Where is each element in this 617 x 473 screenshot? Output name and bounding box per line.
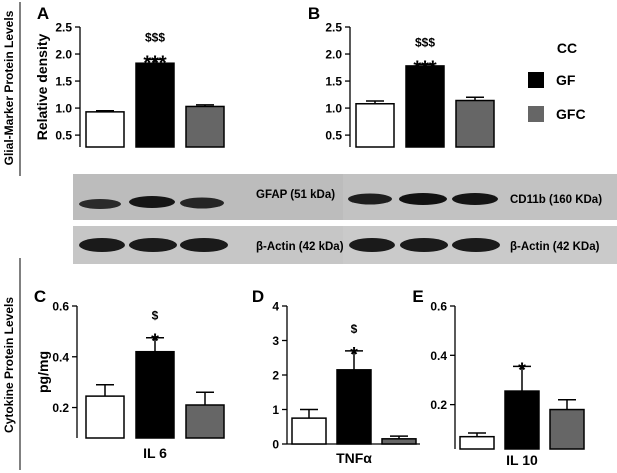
blot-b-cd11b-band-cc (348, 193, 392, 205)
panel-d: D 0 1 2 3 4 $ * TNFα (252, 287, 420, 466)
panel-e: E 0.2 0.4 0.6 * IL 10 (412, 287, 585, 468)
y-tick-label-d-1: 1 (272, 403, 279, 417)
blot-a-control-label: β-Actin (42 kDa) (256, 241, 344, 253)
x-axis-label-c: IL 6 (143, 445, 167, 461)
bar-c-cc (85, 395, 125, 439)
y-tick-label-a-4: 2.5 (55, 21, 72, 35)
bar-a-gf (135, 62, 175, 148)
y-tick-label-d-2: 2 (272, 369, 279, 383)
blot-a-gfap-strip (73, 174, 348, 220)
blot-b-control-label: β-Actin (42 KDa) (510, 241, 600, 253)
legend-title: CC (557, 40, 577, 56)
legend-label-gfc: GFC (556, 106, 586, 122)
panel-letter-b: B (308, 4, 320, 23)
significance-a-0-0: $$$ (145, 30, 165, 44)
western-blots: GFAP (51 kDa) β-Actin (42 kDa) CD11b (16… (73, 174, 617, 264)
y-tick-label-a-0: 0.5 (55, 129, 72, 143)
y-tick-label-d-0: 0 (272, 438, 279, 452)
panel-a: A 0.5 1.0 1.5 2.0 2.5 Relative density $$$ *** (34, 4, 225, 148)
significance-d-0-1: * (350, 344, 358, 366)
blot-a-actin-band-gf (129, 238, 177, 252)
blot-a-gfap-band-gfc (180, 197, 224, 209)
y-tick-label-b-0: 0.5 (325, 129, 342, 143)
bar-e-cc (459, 435, 495, 450)
blot-b-actin-band-cc (349, 238, 395, 252)
significance-d-0-0: $ (351, 322, 358, 336)
significance-c-0-1: * (151, 331, 159, 353)
blot-b-cd11b-band-gfc (452, 193, 498, 205)
blot-a-gfap-band-gf (129, 196, 175, 208)
bar-e-gf (504, 390, 540, 450)
blot-b-target-label: CD11b (160 KDa) (510, 194, 602, 206)
bar-d-gfc (381, 438, 417, 445)
panel-letter-e: E (412, 287, 423, 306)
y-tick-label-a-1: 1.0 (55, 102, 72, 116)
y-tick-label-e-0: 0.2 (430, 398, 447, 412)
significance-e-0-0: * (518, 359, 526, 381)
y-tick-label-c-2: 0.6 (52, 300, 69, 314)
x-axis-label-e: IL 10 (506, 452, 538, 468)
y-tick-label-b-2: 1.5 (325, 75, 342, 89)
y-tick-label-a-3: 2.0 (55, 48, 72, 62)
bar-c-gfc (185, 404, 225, 439)
y-tick-label-e-2: 0.6 (430, 300, 447, 314)
y-tick-label-a-2: 1.5 (55, 75, 72, 89)
panel-letter-d: D (252, 287, 264, 306)
y-axis-label-a: Relative density (34, 33, 50, 140)
section-label-cytokine: Cytokine Protein Levels (2, 297, 16, 433)
legend-label-gf: GF (556, 72, 576, 88)
bar-d-gf (336, 369, 372, 445)
legend-swatch-gfc (528, 106, 544, 122)
blot-b-actin-band-gf (400, 238, 448, 252)
panel-letter-c: C (34, 287, 46, 306)
bar-a-cc (85, 111, 125, 148)
panel-c: C 0.2 0.4 0.6 pg/mg $ * IL 6 (34, 287, 225, 461)
bar-b-cc (355, 103, 395, 148)
y-axis-label-c: pg/mg (35, 351, 51, 393)
panel-letter-a: A (37, 4, 49, 23)
bar-a-gfc (185, 105, 225, 148)
bar-b-gfc (455, 99, 495, 148)
bar-e-gfc (549, 408, 585, 450)
y-tick-label-d-4: 4 (272, 300, 279, 314)
blot-a-actin-band-gfc (180, 238, 228, 252)
blot-b-cd11b-band-gf (399, 193, 447, 205)
significance-a-0-1: *** (143, 52, 167, 74)
bar-d-cc (291, 417, 327, 445)
legend: CC GF GFC (528, 40, 586, 122)
y-tick-label-d-3: 3 (272, 334, 279, 348)
blot-b-actin-band-gfc (452, 238, 500, 252)
legend-swatch-gf (528, 72, 544, 88)
blot-a-gfap-band-cc (79, 199, 121, 209)
y-tick-label-c-0: 0.2 (52, 401, 69, 415)
y-tick-label-c-1: 0.4 (52, 350, 69, 364)
significance-b-0-0: $$$ (415, 35, 435, 49)
y-tick-label-b-3: 2.0 (325, 48, 342, 62)
panel-b: B 0.5 1.0 1.5 2.0 2.5 $$$ *** (308, 4, 495, 148)
bar-c-gf (135, 350, 175, 439)
section-label-glial: Glial-Marker Protein Levels (2, 10, 16, 165)
significance-c-0-0: $ (152, 309, 159, 323)
y-tick-label-b-1: 1.0 (325, 102, 342, 116)
blot-a-target-label: GFAP (51 kDa) (256, 189, 335, 201)
significance-b-0-1: *** (413, 57, 437, 79)
blot-a-actin-band-cc (79, 238, 125, 252)
y-tick-label-e-1: 0.4 (430, 349, 447, 363)
x-axis-label-d: TNFα (336, 450, 372, 466)
y-tick-label-b-4: 2.5 (325, 21, 342, 35)
